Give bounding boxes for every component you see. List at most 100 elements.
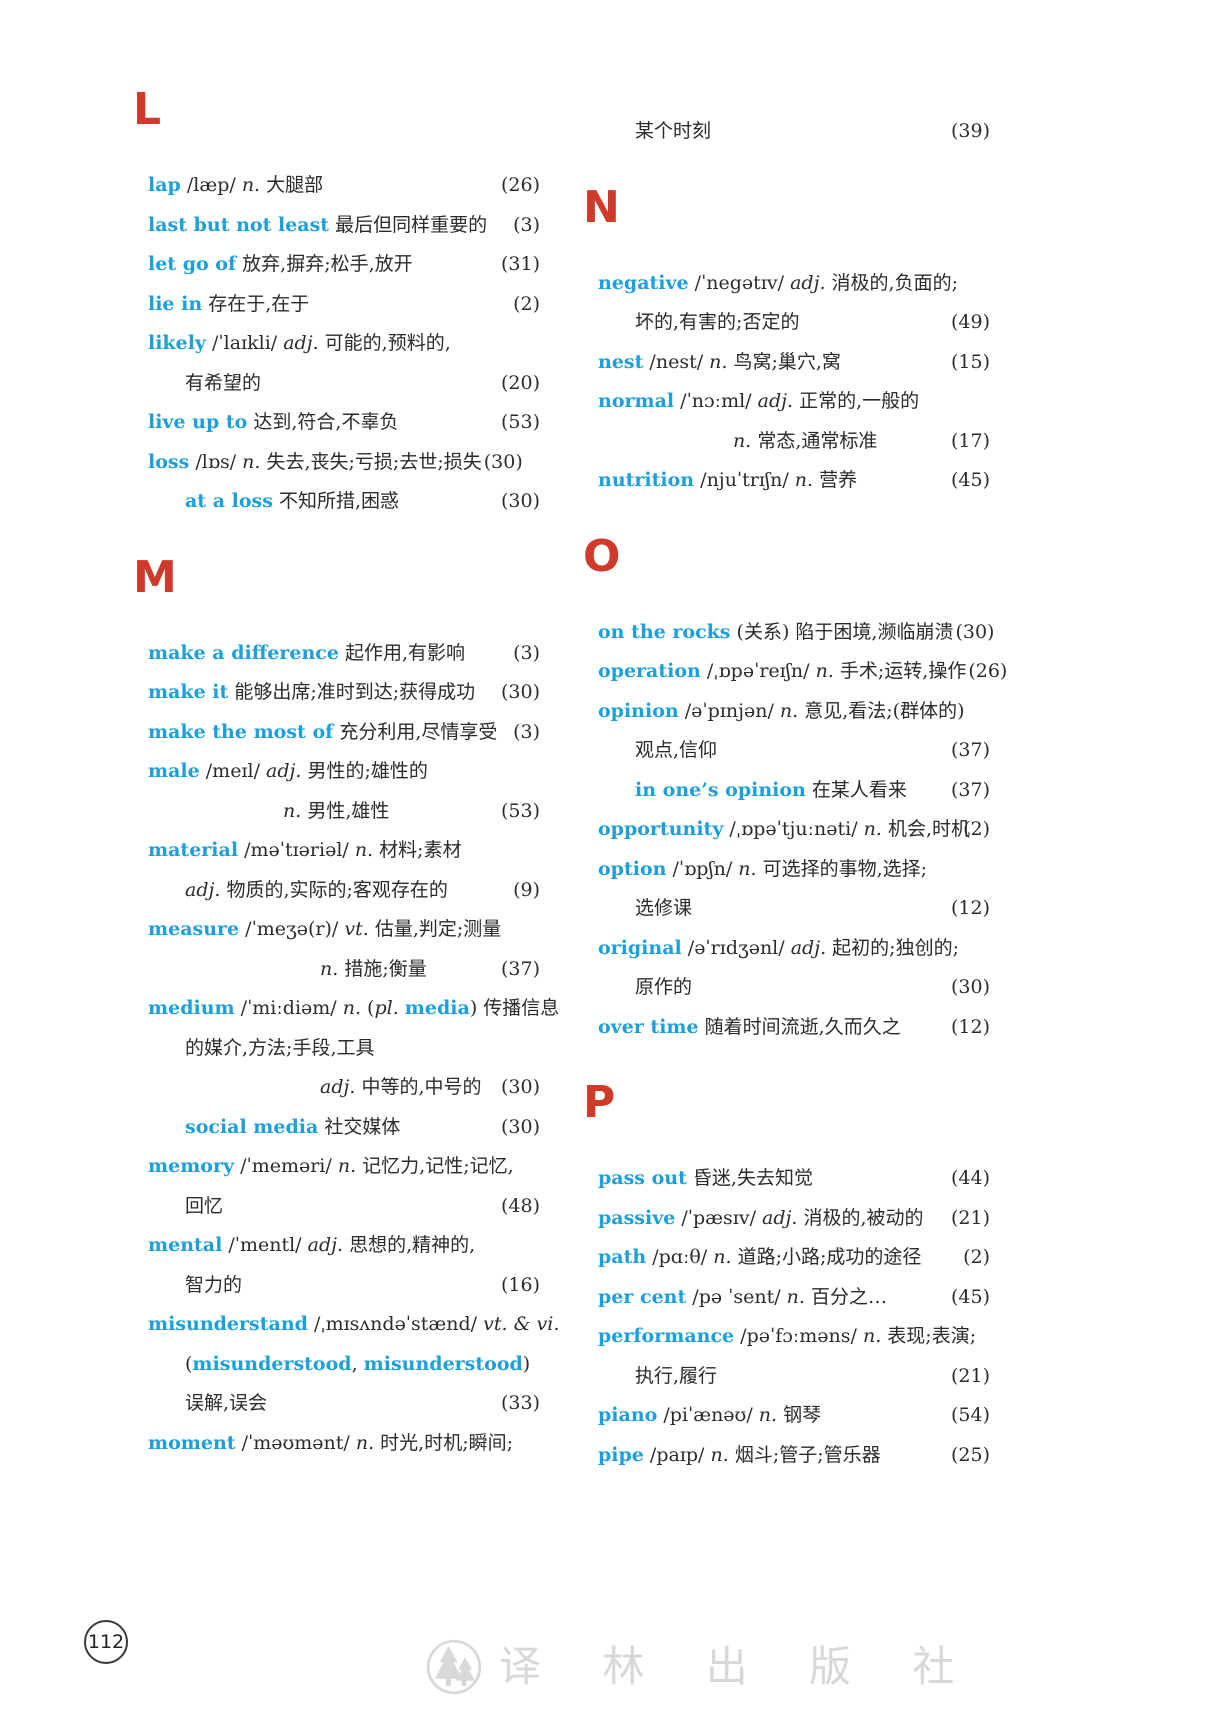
entry-line: negative /ˈnegətɪv/ adj. 消极的,负面的;	[598, 264, 990, 304]
glossary-entry: mental /ˈmentl/ adj. 思想的,精神的, 智力的 (16)	[148, 1226, 540, 1305]
headword: normal	[598, 390, 675, 412]
entry-page-ref: (49)	[950, 311, 990, 333]
definition-text: 充分利用,尽情享受	[333, 720, 498, 743]
headword: memory	[148, 1155, 235, 1177]
definition-text: 表现;表演;	[881, 1325, 977, 1347]
entry-page-ref: (25)	[950, 1443, 990, 1466]
glossary-entry: make it 能够出席;准时到达;获得成功 (30)	[148, 673, 540, 713]
entry-line: social media 社交媒体 (30)	[148, 1108, 540, 1148]
entry-line: path /pɑːθ/ n. 道路;小路;成功的途径 (2)	[598, 1238, 990, 1278]
entry-page-ref: (15)	[950, 350, 990, 373]
headword: make a difference	[148, 641, 339, 664]
definition-text: 材料;素材	[373, 839, 462, 861]
headword: material	[148, 839, 239, 861]
glossary-entry: likely /ˈlaɪkli/ adj. 可能的,预料的, 有希望的 (20)	[148, 324, 540, 403]
entry-page-ref: (45)	[950, 1285, 990, 1308]
part-of-speech: n.	[738, 857, 757, 880]
definition-text: /ˈlaɪkli/	[205, 332, 284, 354]
part-of-speech: n.	[794, 469, 814, 491]
definition-text: 最后但同样重要的	[329, 213, 488, 236]
entry-line: passive /ˈpæsɪv/ adj. 消极的,被动的 (21)	[598, 1199, 990, 1239]
entry-line: n. 常态,通常标准 (17)	[598, 422, 990, 462]
glossary-entry: pass out 昏迷,失去知觉 (44)	[598, 1159, 990, 1199]
part-of-speech: n.	[709, 350, 728, 373]
definition-text: /piˈænəʊ/	[657, 1404, 759, 1426]
headword: medium	[148, 997, 235, 1019]
headword: option	[598, 857, 667, 880]
entry-page-ref: (37)	[950, 739, 990, 761]
entry-page-ref: (30)	[950, 976, 990, 998]
page-number-badge: 112	[84, 1620, 128, 1664]
entry-page-ref: (3)	[513, 213, 540, 236]
entry-line: 坏的,有害的;否定的 (49)	[598, 303, 990, 343]
entry-line: lap /læp/ n. 大腿部 (26)	[148, 166, 540, 206]
entry-page-ref: (2)	[513, 292, 540, 315]
entry-line: per cent /pə ˈsent/ n. 百分之… (45)	[598, 1278, 990, 1318]
headword: nest	[598, 350, 644, 373]
definition-text: /njuˈtrɪʃn/	[694, 469, 795, 491]
definition-text: /ˌmɪsʌndəˈstænd/	[307, 1313, 484, 1335]
entry-line: medium /ˈmiːdiəm/ n. (pl. media) 传播信息	[148, 989, 559, 1029]
glossary-entry: let go of 放弃,摒弃;松手,放开 (31)	[148, 245, 540, 285]
entry-line: last but not least 最后但同样重要的 (3)	[148, 206, 540, 246]
entry-page-ref: (16)	[500, 1273, 540, 1296]
definition-text: 起初的;独创的;	[826, 936, 959, 959]
entry-line: 智力的 (16)	[148, 1266, 540, 1306]
definition-text: 男性的;雄性的	[301, 760, 428, 782]
glossary-entry: in one’s opinion 在某人看来 (37)	[598, 771, 990, 811]
definition-text: 存在于,在于	[202, 292, 310, 315]
entry-line: n. 措施;衡量 (37)	[148, 950, 540, 990]
section-letter-L: L	[133, 84, 162, 135]
glossary-entry: path /pɑːθ/ n. 道路;小路;成功的途径 (2)	[598, 1238, 990, 1278]
definition-text: /ˈnɔːml/	[674, 390, 758, 412]
part-of-speech: adj.	[790, 271, 826, 294]
entry-line: lie in 存在于,在于 (2)	[148, 285, 540, 325]
headword: nutrition	[598, 469, 695, 491]
part-of-speech: n.	[342, 997, 362, 1019]
entry-page-ref: (45)	[950, 469, 990, 491]
headword: performance	[598, 1325, 735, 1347]
definition-text: 物质的,实际的;客观存在的	[220, 878, 448, 901]
glossary-entry: last but not least 最后但同样重要的 (3)	[148, 206, 540, 246]
part-of-speech: adj.	[762, 1206, 798, 1229]
glossary-entry: pipe /paɪp/ n. 烟斗;管子;管乐器 (25)	[598, 1436, 990, 1476]
definition-text: /ˈmiːdiəm/	[234, 997, 343, 1019]
headword: make it	[148, 681, 229, 703]
entry-page-ref: (2)	[963, 818, 990, 840]
entry-page-ref: (9)	[513, 878, 540, 901]
definition-text: /pəˈfɔːməns/	[734, 1325, 863, 1347]
definition-text: /ˈməʊmənt/	[235, 1431, 356, 1454]
entry-page-ref: (33)	[500, 1392, 540, 1414]
entry-page-ref: (17)	[950, 429, 990, 452]
glossary-entry: operation /ˌɒpəˈreɪʃn/ n. 手术;运转,操作 (26)	[598, 652, 1007, 692]
headword: path	[598, 1246, 647, 1268]
glossary-entry: live up to 达到,符合,不辜负 (53)	[148, 403, 540, 443]
headword: measure	[148, 918, 240, 940]
headword: operation	[598, 660, 701, 682]
entry-page-ref: (54)	[950, 1404, 990, 1426]
entry-page-ref: (30)	[500, 1115, 540, 1138]
entry-line: 原作的 (30)	[598, 968, 990, 1008]
headword: in one’s opinion	[635, 778, 806, 801]
entry-line: live up to 达到,符合,不辜负 (53)	[148, 403, 540, 443]
entry-line: adj. 物质的,实际的;客观存在的 (9)	[148, 871, 540, 911]
headword: social media	[185, 1115, 319, 1138]
entry-page-ref: (30)	[500, 1076, 540, 1098]
entry-line: 选修课 (12)	[598, 889, 990, 929]
definition-text: /ˈmeʒə(r)/	[239, 918, 345, 940]
definition-text: 烟斗;管子;管乐器	[728, 1443, 881, 1466]
definition-text: /ˈpæsɪv/	[675, 1206, 763, 1229]
definition-text: 达到,符合,不辜负	[247, 411, 399, 433]
definition-text: 失去,丧失;亏损;去世;损失	[260, 450, 482, 473]
glossary-entry: opinion /əˈpɪnjən/ n. 意见,看法;(群体的) 观点,信仰 (3…	[598, 692, 990, 771]
definition-text: 某个时刻	[635, 120, 712, 142]
part-of-speech: adj.	[320, 1076, 356, 1098]
definition-text: 记忆力,记性;记忆,	[356, 1155, 514, 1177]
part-of-speech: adj.	[757, 390, 794, 412]
entry-page-ref: (48)	[500, 1194, 540, 1217]
definition-text: 思想的,精神的,	[343, 1234, 476, 1256]
definition-text: /nest/	[643, 350, 710, 373]
entry-page-ref: (30)	[955, 620, 995, 643]
entry-line: 有希望的 (20)	[148, 364, 540, 404]
